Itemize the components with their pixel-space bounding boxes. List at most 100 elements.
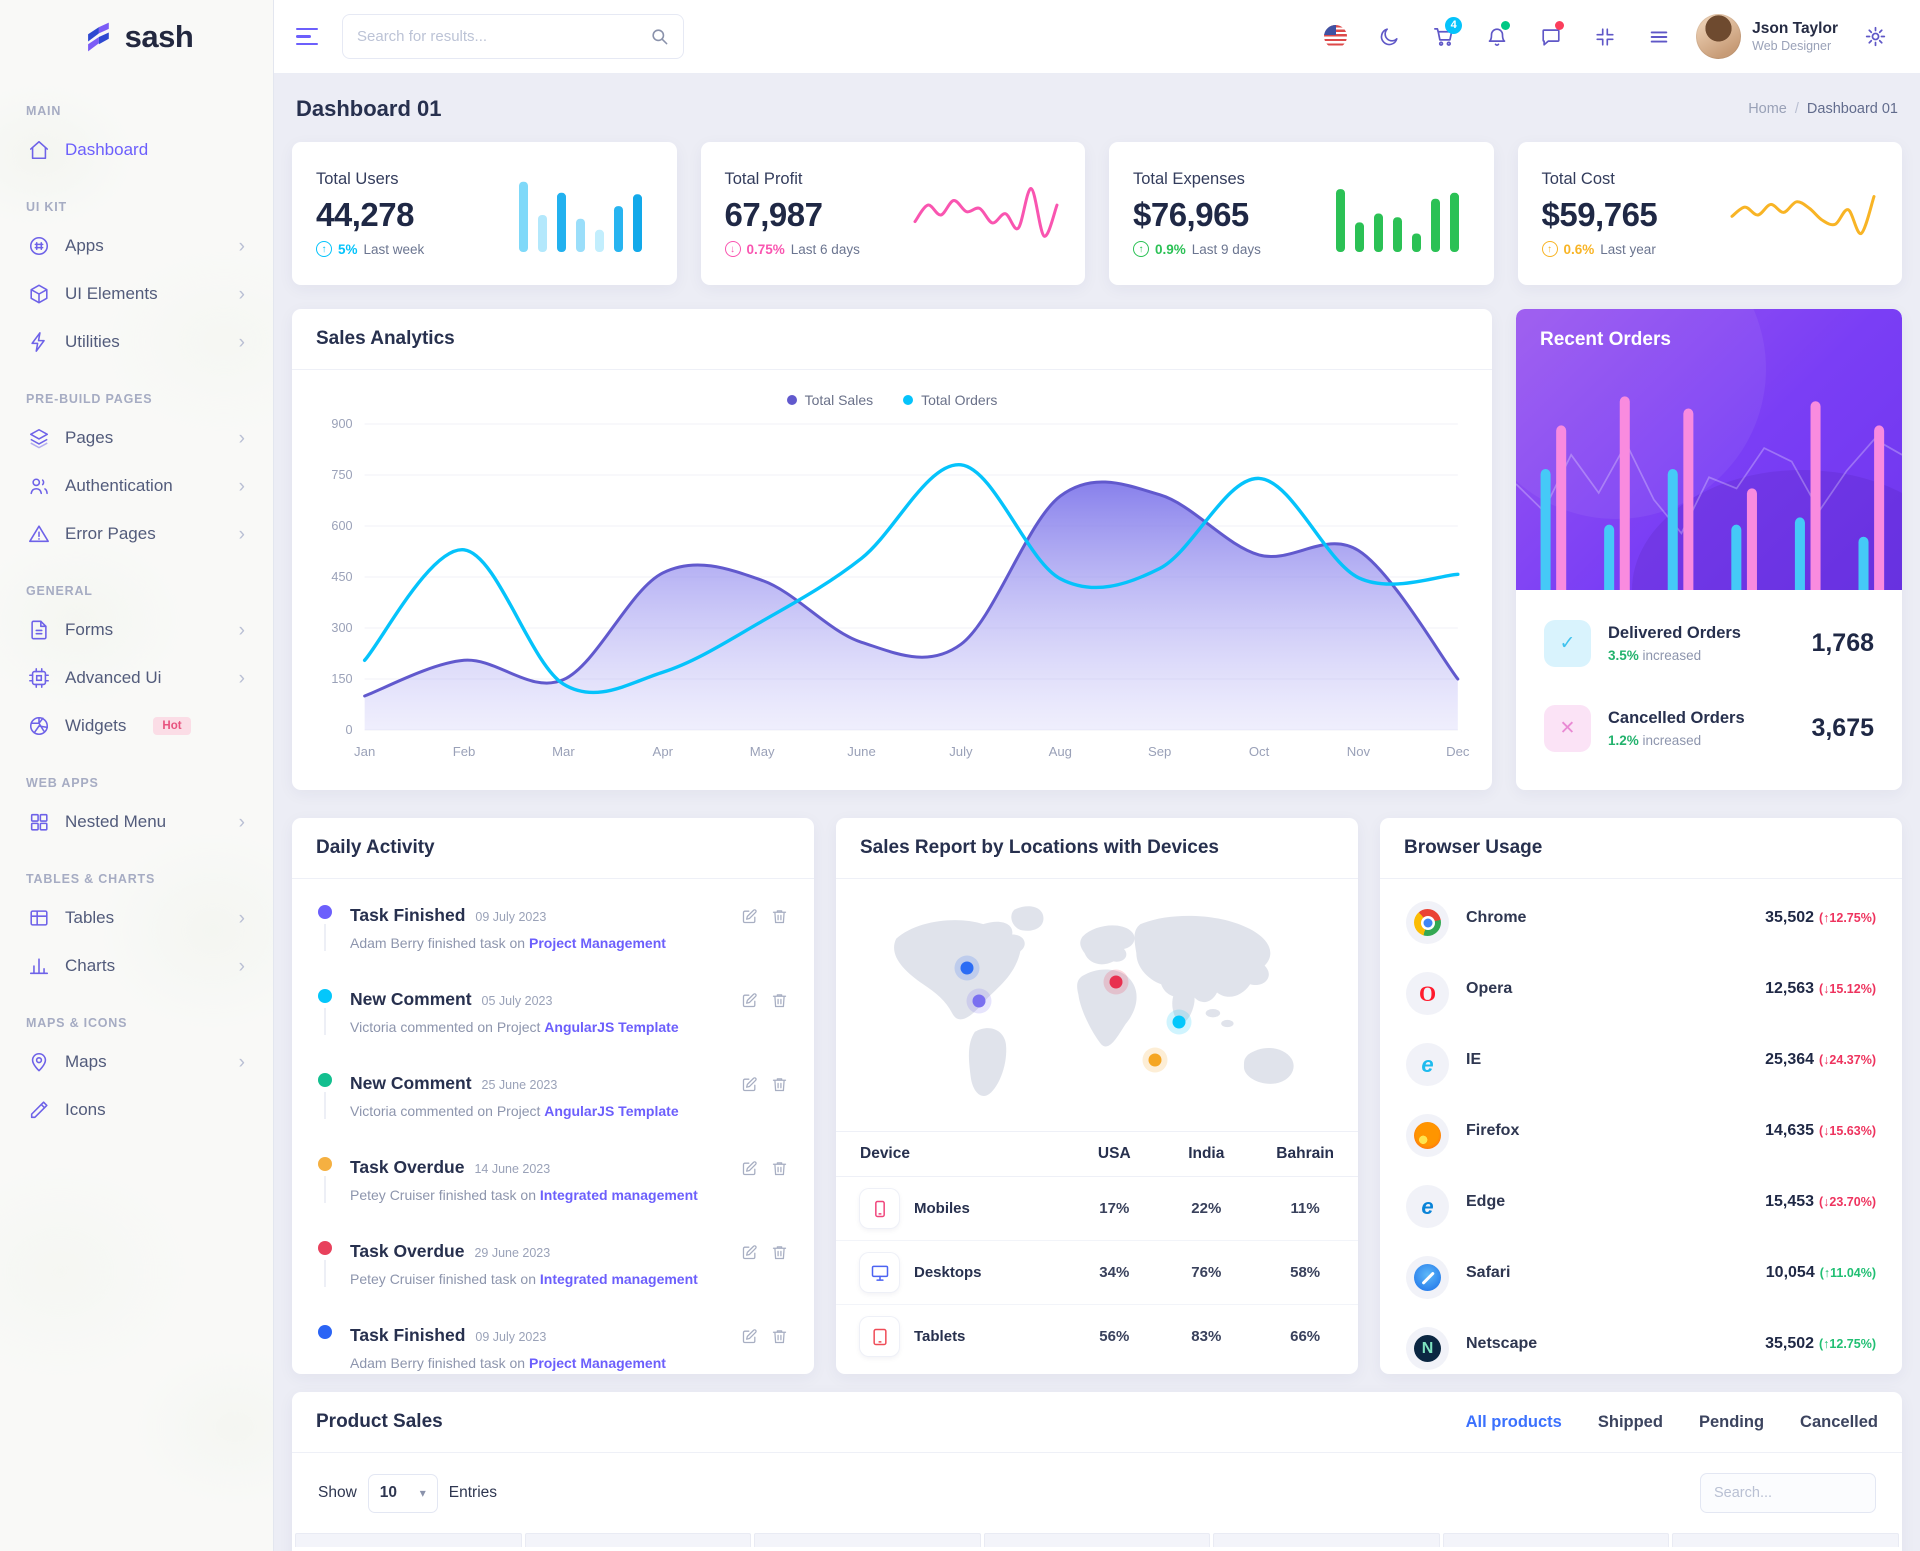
browser-value: 35,502 (↑12.75%) (1765, 1335, 1876, 1352)
activity-dot (318, 989, 332, 1003)
sidebar-item-dashboard[interactable]: Dashboard (24, 126, 249, 174)
legend-total-sales[interactable]: Total Sales (786, 392, 873, 408)
map-marker-canada[interactable] (960, 961, 974, 975)
browser-usage-list: Chrome 35,502 (↑12.75%) O Opera 12,563 (↓15.12… (1380, 879, 1902, 1374)
trash-icon[interactable] (771, 1244, 788, 1261)
cpu-icon (29, 668, 49, 688)
sidebar-item-pages[interactable]: Pages › (24, 414, 249, 462)
tab-cancelled[interactable]: Cancelled (1800, 1412, 1878, 1431)
file-text-icon (31, 620, 47, 640)
sales-analytics-title: Sales Analytics (316, 328, 455, 349)
home-icon (29, 140, 49, 160)
sidebar-item-icons[interactable]: Icons (24, 1086, 249, 1134)
trash-icon[interactable] (771, 908, 788, 925)
total-users-card: Total Users 44,278 ↑ 5% Last week (292, 142, 677, 285)
breadcrumb-home[interactable]: Home (1748, 101, 1787, 117)
legend-total-orders[interactable]: Total Orders (903, 392, 997, 408)
sidebar-item-maps[interactable]: Maps › (24, 1038, 249, 1086)
us-flag-icon (1323, 25, 1347, 48)
entries-select[interactable]: 10 ▾ (367, 1473, 438, 1513)
activity-dot (318, 905, 332, 919)
edit-icon[interactable] (741, 1328, 758, 1345)
sidebar-toggle-button[interactable] (296, 24, 322, 50)
activity-link[interactable]: Integrated management (539, 1187, 698, 1203)
activity-dot (318, 1157, 332, 1171)
settings-button[interactable] (1852, 14, 1898, 60)
activity-dot (318, 1073, 332, 1087)
dark-mode-button[interactable] (1366, 14, 1412, 60)
sales-analytics-chart: 0 150 300 450 600 750 900 Jan Feb Mar Apr May June Ju… (331, 417, 1470, 759)
tab-pending[interactable]: Pending (1698, 1412, 1765, 1431)
map-marker-europe[interactable] (1109, 975, 1123, 989)
browser-delta: (↓15.63%) (1819, 1124, 1876, 1138)
trash-icon[interactable] (771, 992, 788, 1009)
cart-button[interactable]: 4 (1420, 14, 1466, 60)
sidebar-section-maps-icons: MAPS & ICONS (26, 1016, 128, 1030)
map-marker-indian-ocean[interactable] (1148, 1053, 1162, 1067)
trash-icon[interactable] (771, 1076, 788, 1093)
activity-link[interactable]: Project Management (528, 1355, 666, 1371)
browser-value: 15,453 (↓23.70%) (1765, 1193, 1876, 1210)
table-search-input[interactable] (1700, 1473, 1876, 1513)
sidebar-item-widgets[interactable]: Widgets Hot (24, 702, 249, 750)
users-sparkline (518, 181, 642, 252)
map-pin-icon (31, 1052, 47, 1072)
sidebar-item-tables[interactable]: Tables › (24, 894, 249, 942)
activity-link[interactable]: AngularJS Template (544, 1103, 679, 1119)
edit-icon[interactable] (741, 1244, 758, 1261)
browser-usage-card: Browser Usage Chrome 35,502 (↑12.75%) O Oper… (1380, 818, 1902, 1374)
tab-all-products[interactable]: All products (1465, 1412, 1562, 1431)
map-marker-usa[interactable] (972, 994, 986, 1008)
sales-analytics-card: Sales Analytics Total Sales Total Orders… (292, 309, 1492, 790)
tab-shipped[interactable]: Shipped (1597, 1412, 1663, 1431)
activity-item: Task Finished 09 July 2023 Adam Berry fini… (318, 891, 788, 975)
trend-down-icon: ↓ (724, 241, 741, 257)
apps-icon (29, 236, 49, 256)
activity-link[interactable]: Integrated management (539, 1271, 698, 1287)
map-marker-india[interactable] (1172, 1015, 1186, 1029)
cancelled-orders-row: ✕ Cancelled Orders 1.2% increased 3,675 (1544, 705, 1874, 752)
sidebar-item-charts[interactable]: Charts › (24, 942, 249, 990)
sidebar-item-nested-menu[interactable]: Nested Menu › (24, 798, 249, 846)
pen-icon (30, 1101, 48, 1119)
edit-icon[interactable] (741, 992, 758, 1009)
delivered-orders-row: ✓ Delivered Orders 3.5% increased 1,768 (1544, 620, 1874, 667)
activity-link[interactable]: AngularJS Template (544, 1019, 679, 1035)
browser-delta: (↑12.75%) (1819, 1337, 1876, 1351)
edit-icon[interactable] (741, 1076, 758, 1093)
browser-value: 35,502 (↑12.75%) (1765, 909, 1876, 926)
trash-icon[interactable] (771, 1160, 788, 1177)
search-icon[interactable] (650, 27, 669, 46)
activity-list-button[interactable] (1636, 14, 1682, 60)
messages-button[interactable] (1528, 14, 1574, 60)
edit-icon[interactable] (741, 908, 758, 925)
svg-text:Nov: Nov (1347, 744, 1371, 759)
activity-link[interactable]: Project Management (528, 935, 666, 951)
fullscreen-button[interactable] (1582, 14, 1628, 60)
sidebar-item-forms[interactable]: Forms › (24, 606, 249, 654)
language-flag-button[interactable] (1312, 14, 1358, 60)
device-sales-table: Device USA India Bahrain Mobiles 17% 22%… (836, 1131, 1358, 1368)
activity-item: New Comment 05 July 2023 Victoria commente… (318, 975, 788, 1059)
product-sales-title: Product Sales (316, 1411, 443, 1432)
notifications-button[interactable] (1474, 14, 1520, 60)
message-dot (1555, 20, 1565, 30)
edit-icon[interactable] (741, 1160, 758, 1177)
sidebar-item-utilities[interactable]: Utilities › (24, 318, 249, 366)
sidebar-item-advanced-ui[interactable]: Advanced Ui › (24, 654, 249, 702)
user-menu[interactable]: Json Taylor Web Designer (1690, 14, 1844, 59)
browser-delta: (↑11.04%) (1819, 1266, 1876, 1280)
brand-logo[interactable]: sash (0, 0, 273, 74)
sidebar-item-ui-elements[interactable]: UI Elements › (24, 270, 249, 318)
desktop-icon (860, 1253, 899, 1292)
sidebar-item-error-pages[interactable]: Error Pages › (24, 510, 249, 558)
sidebar-item-apps[interactable]: Apps › (24, 222, 249, 270)
activity-item: Task Finished 09 July 2023 Adam Berry fini… (318, 1311, 788, 1374)
zap-icon (31, 332, 45, 352)
search-input[interactable] (357, 28, 650, 45)
profit-sparkline (913, 186, 1059, 238)
sidebar-item-authentication[interactable]: Authentication › (24, 462, 249, 510)
table-row-mobiles: Mobiles 17% 22% 11% (836, 1176, 1358, 1241)
breadcrumb-current: Dashboard 01 (1806, 101, 1898, 117)
trash-icon[interactable] (771, 1328, 788, 1345)
